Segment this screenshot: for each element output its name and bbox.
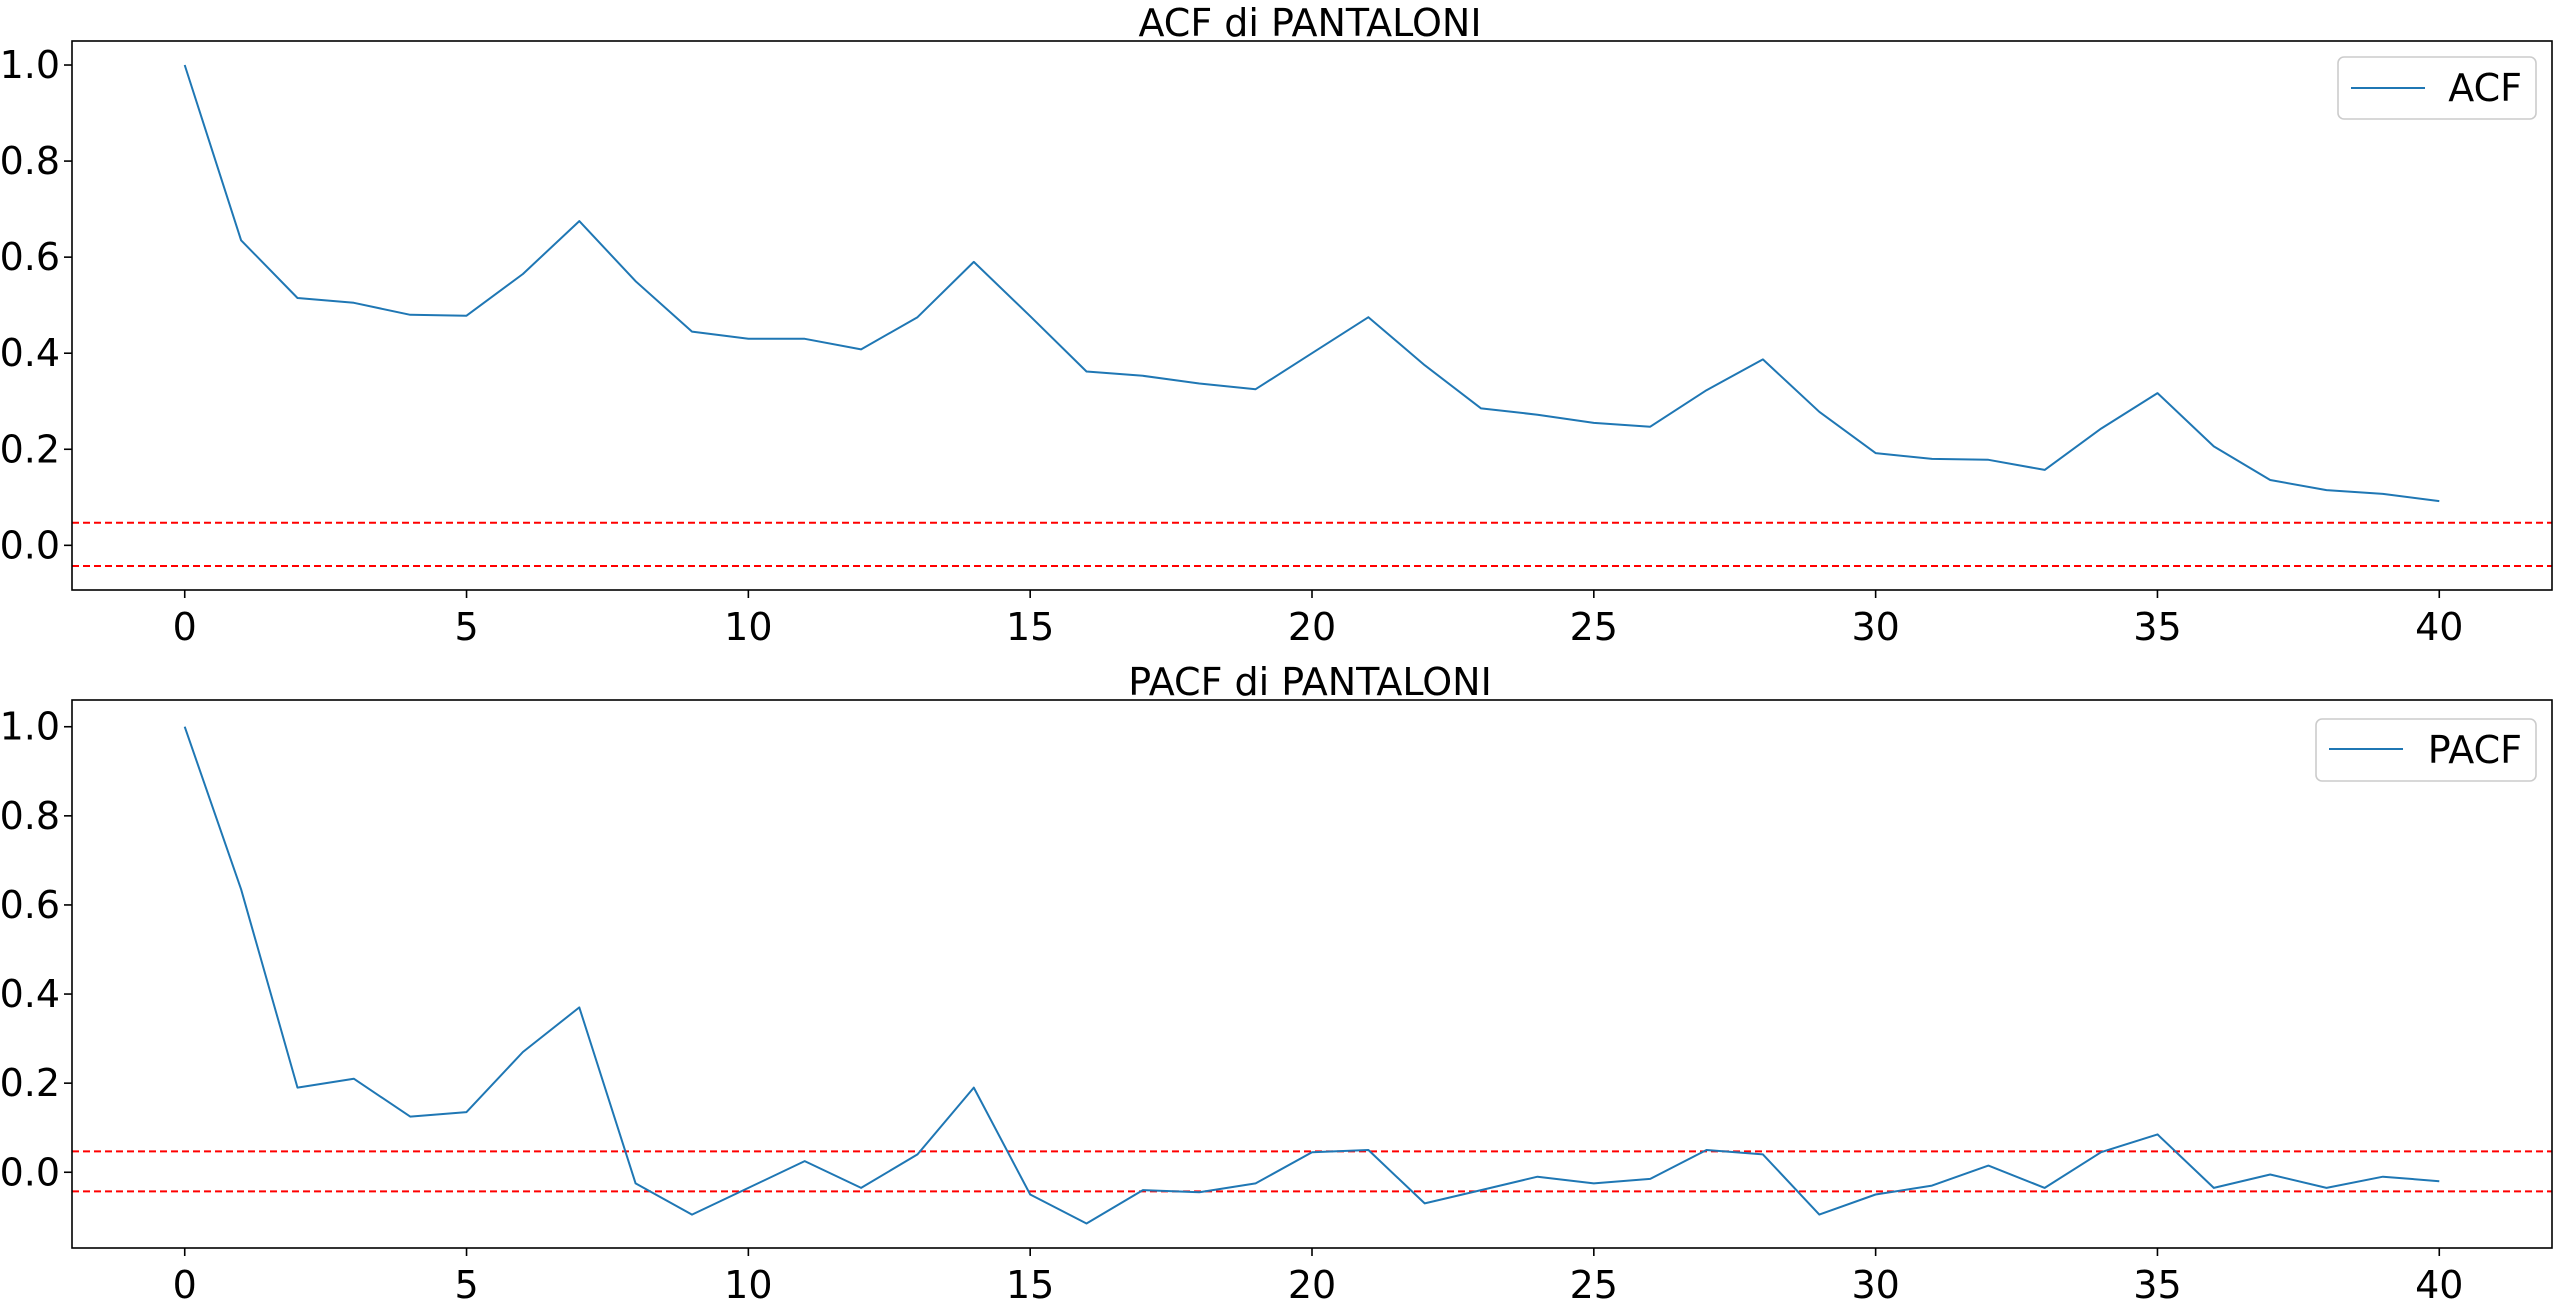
- x-tick-label: 10: [724, 605, 772, 649]
- x-tick-label: 25: [1570, 605, 1618, 649]
- y-tick-label: 1.0: [0, 705, 60, 749]
- legend-label: ACF: [2448, 66, 2522, 110]
- legend-box: [2337, 56, 2537, 120]
- x-tick-label: 35: [2133, 1263, 2181, 1299]
- x-tick-label: 40: [2415, 605, 2463, 649]
- x-axis: 0 5 10 15 20 25 30 35 40: [173, 590, 2463, 649]
- y-tick-label: 0.8: [0, 139, 60, 183]
- y-tick-label: 0.0: [0, 523, 60, 567]
- y-tick-label: 0.4: [0, 331, 60, 375]
- y-tick-label: 0.2: [0, 427, 60, 471]
- legend: PACF: [2315, 718, 2537, 782]
- y-tick-label: 0.8: [0, 794, 60, 838]
- legend: ACF: [2337, 56, 2537, 120]
- reference-lines: [72, 1150, 2552, 1193]
- x-tick-label: 20: [1288, 605, 1336, 649]
- y-tick-label: 0.0: [0, 1150, 60, 1194]
- x-tick-label: 30: [1851, 605, 1899, 649]
- x-tick-label: 20: [1288, 1263, 1336, 1299]
- x-tick-label: 5: [454, 1263, 478, 1299]
- x-tick-label: 25: [1570, 1263, 1618, 1299]
- chart-title: ACF di PANTALONI: [1138, 1, 1481, 45]
- series-lines: [183, 64, 2440, 503]
- x-tick-label: 15: [1006, 605, 1054, 649]
- x-tick-label: 15: [1006, 1263, 1054, 1299]
- legend-box: [2315, 718, 2537, 782]
- plot-area: [71, 40, 2553, 591]
- x-axis: 0 5 10 15 20 25 30 35 40: [173, 1248, 2463, 1299]
- reference-lines: [72, 521, 2552, 567]
- x-tick-label: 35: [2133, 605, 2181, 649]
- y-tick-label: 0.2: [0, 1061, 60, 1105]
- series-line-pacf: [183, 726, 2440, 1225]
- x-tick-label: 5: [454, 605, 478, 649]
- y-tick-label: 0.6: [0, 883, 60, 927]
- plot-area: [71, 699, 2553, 1249]
- x-tick-label: 0: [173, 1263, 197, 1299]
- x-tick-label: 40: [2415, 1263, 2463, 1299]
- chart-title: PACF di PANTALONI: [1128, 660, 1492, 704]
- x-tick-label: 10: [724, 1263, 772, 1299]
- y-tick-label: 0.4: [0, 972, 60, 1016]
- legend-label: PACF: [2428, 728, 2522, 772]
- y-axis: 0.0 0.2 0.4 0.6 0.8 1.0: [0, 43, 72, 567]
- y-tick-label: 0.6: [0, 235, 60, 279]
- series-line-acf: [183, 64, 2440, 503]
- x-tick-label: 30: [1851, 1263, 1899, 1299]
- y-tick-label: 1.0: [0, 43, 60, 87]
- series-lines: [183, 726, 2440, 1225]
- pacf-panel: PACF di PANTALONI 0 5 10 15 20 25 30 35 40 0.00.…: [0, 660, 2553, 1299]
- y-axis: 0.0 0.2 0.4 0.6 0.8 1.0: [0, 705, 72, 1194]
- acf-panel: ACF di PANTALONI 0 5 10 15 20 25 30 35 40 0.0 0.2…: [0, 1, 2553, 649]
- x-tick-label: 0: [173, 605, 197, 649]
